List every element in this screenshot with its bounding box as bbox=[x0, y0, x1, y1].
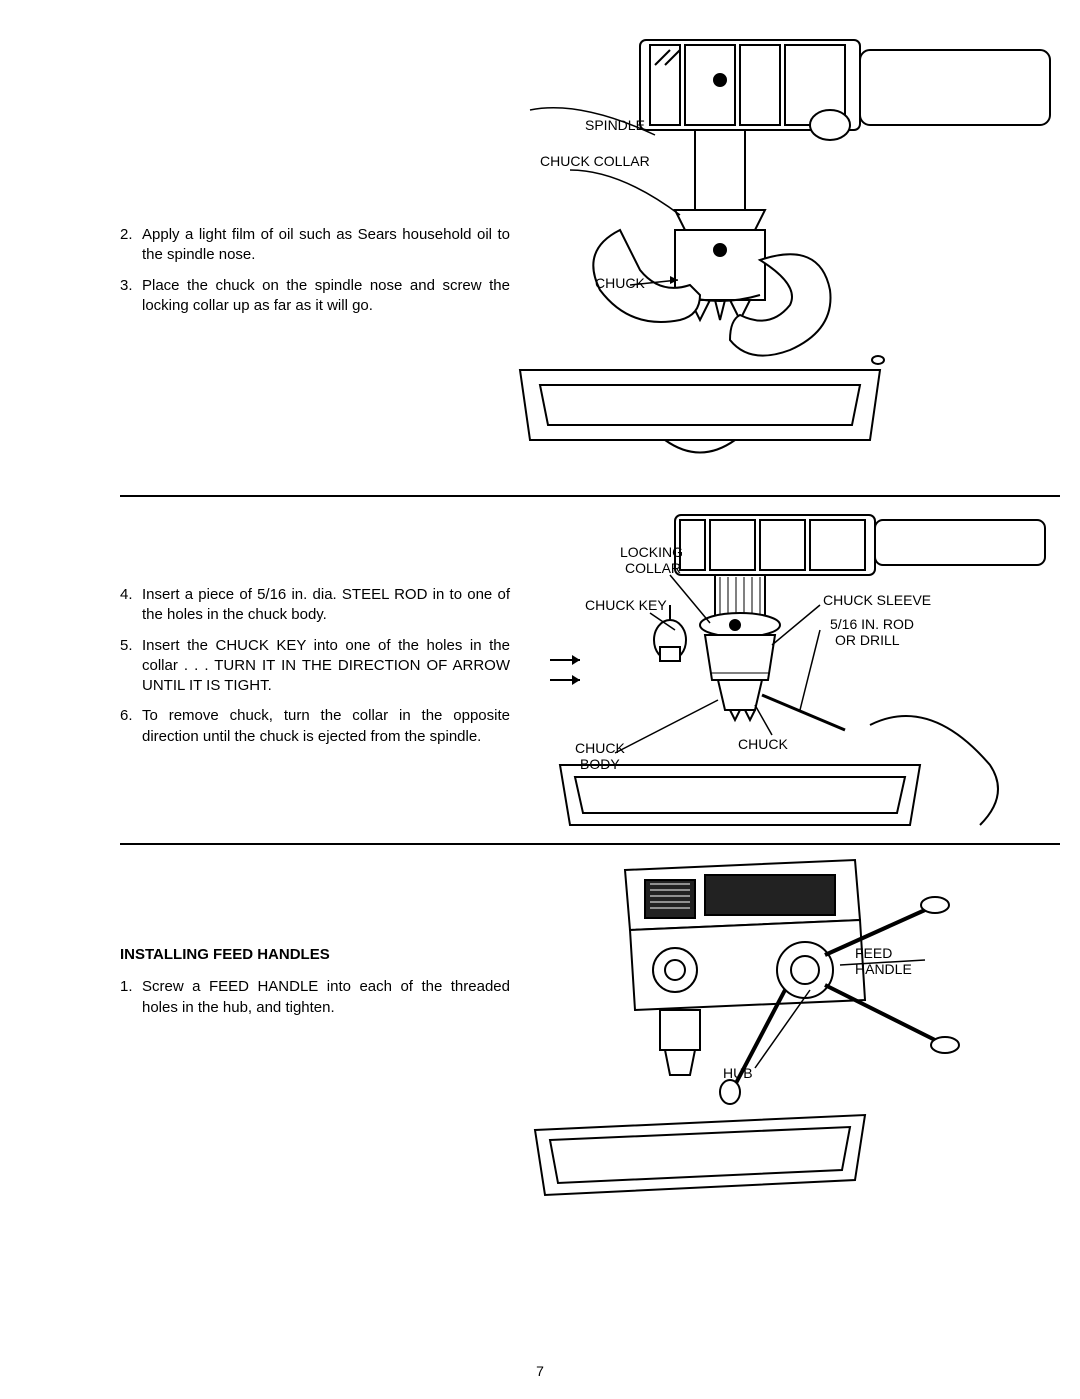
step-2: 2. Apply a light film of oil such as Sea… bbox=[120, 225, 510, 266]
label-chuck-key: CHUCK KEY bbox=[585, 597, 667, 613]
label-feed-2: HANDLE bbox=[855, 961, 912, 977]
step-6: 6. To remove chuck, turn the collar in t… bbox=[120, 706, 510, 747]
step-1-feed: 1. Screw a FEED HANDLE into each of the … bbox=[120, 977, 510, 1018]
label-locking-1: LOCKING bbox=[620, 544, 683, 560]
label-chuck-body-2: BODY bbox=[580, 756, 620, 772]
step-4-num: 4. bbox=[120, 585, 142, 626]
manual-page: 2. Apply a light film of oil such as Sea… bbox=[0, 0, 1080, 1399]
figure-2: LOCKING COLLAR CHUCK KEY CHUCK SLEEVE 5/… bbox=[520, 505, 1060, 845]
label-hub: HUB bbox=[723, 1065, 753, 1081]
section-2-text: 4. Insert a piece of 5/16 in. dia. STEEL… bbox=[120, 585, 510, 757]
step-3-num: 3. bbox=[120, 276, 142, 317]
label-rod-2: OR DRILL bbox=[835, 632, 900, 648]
step-3: 3. Place the chuck on the spindle nose a… bbox=[120, 276, 510, 317]
figure-3: FEED HANDLE HUB bbox=[505, 850, 1065, 1200]
step-6-num: 6. bbox=[120, 706, 142, 747]
label-chuck-2: CHUCK bbox=[738, 736, 788, 752]
label-locking-2: COLLAR bbox=[625, 560, 681, 576]
label-spindle: SPINDLE bbox=[585, 117, 645, 133]
label-chuck-body-1: CHUCK bbox=[575, 740, 625, 756]
step-5: 5. Insert the CHUCK KEY into one of the … bbox=[120, 636, 510, 697]
section-3-text: INSTALLING FEED HANDLES 1. Screw a FEED … bbox=[120, 945, 510, 1028]
step-2-num: 2. bbox=[120, 225, 142, 266]
step-5-num: 5. bbox=[120, 636, 142, 697]
label-chuck: CHUCK bbox=[595, 275, 645, 291]
label-rod-1: 5/16 IN. ROD bbox=[830, 616, 914, 632]
section-1-text: 2. Apply a light film of oil such as Sea… bbox=[120, 225, 510, 326]
step-4: 4. Insert a piece of 5/16 in. dia. STEEL… bbox=[120, 585, 510, 626]
label-feed-1: FEED bbox=[855, 945, 892, 961]
page-number: 7 bbox=[0, 1363, 1080, 1379]
step-1-feed-text: Screw a FEED HANDLE into each of the thr… bbox=[142, 977, 510, 1018]
step-5-text: Insert the CHUCK KEY into one of the hol… bbox=[142, 636, 510, 697]
step-4-text: Insert a piece of 5/16 in. dia. STEEL RO… bbox=[142, 585, 510, 626]
label-chuck-collar: CHUCK COLLAR bbox=[540, 153, 650, 169]
step-3-text: Place the chuck on the spindle nose and … bbox=[142, 276, 510, 317]
step-6-text: To remove chuck, turn the collar in the … bbox=[142, 706, 510, 747]
section-3-heading: INSTALLING FEED HANDLES bbox=[120, 945, 510, 965]
step-2-text: Apply a light film of oil such as Sears … bbox=[142, 225, 510, 266]
divider-2 bbox=[120, 843, 1060, 845]
step-1-feed-num: 1. bbox=[120, 977, 142, 1018]
divider-1 bbox=[120, 495, 1060, 497]
label-chuck-sleeve: CHUCK SLEEVE bbox=[823, 592, 931, 608]
figure-1: SPINDLE CHUCK COLLAR CHUCK bbox=[500, 30, 1060, 490]
